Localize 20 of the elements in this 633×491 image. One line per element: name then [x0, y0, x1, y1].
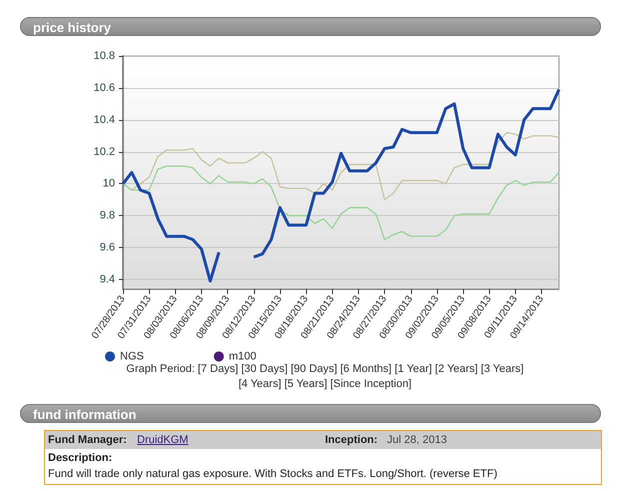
text: fund information — [20, 404, 601, 423]
legend-label: NGS — [120, 350, 144, 362]
line-series — [122, 166, 560, 240]
text: Fund Manager: — [48, 433, 127, 448]
y-tick-label: 9.8 — [100, 210, 115, 222]
legend-label: m100 — [228, 350, 256, 362]
y-tick-label: 9.6 — [100, 242, 115, 254]
text: Description: — [48, 452, 112, 464]
text: Fund will trade only natural gas exposure. With Stocks and ETFs. Long/Short. (reverse ETF) — [47, 467, 498, 482]
y-tick-label: 10.6 — [94, 82, 115, 94]
chart-title: price history — [20, 17, 601, 36]
text: DruidKGM — [137, 433, 188, 448]
y-tick-label: 10.2 — [94, 146, 115, 158]
y-tick-label: 9.4 — [100, 273, 115, 286]
y-tick-label: 10 — [102, 178, 115, 190]
text: Inception: — [325, 433, 378, 448]
y-tick-label: 10.4 — [94, 114, 115, 126]
y-tick-label: 10.8 — [94, 50, 115, 62]
text: Graph Period: [7 Days] [30 Days] [90 Days] [6 Months] [1 Year] [2 Years] [3 Years] [4 Years] [5 Years] [Since Inception] — [125, 362, 525, 392]
text: Jul 28, 2013 — [387, 433, 447, 448]
